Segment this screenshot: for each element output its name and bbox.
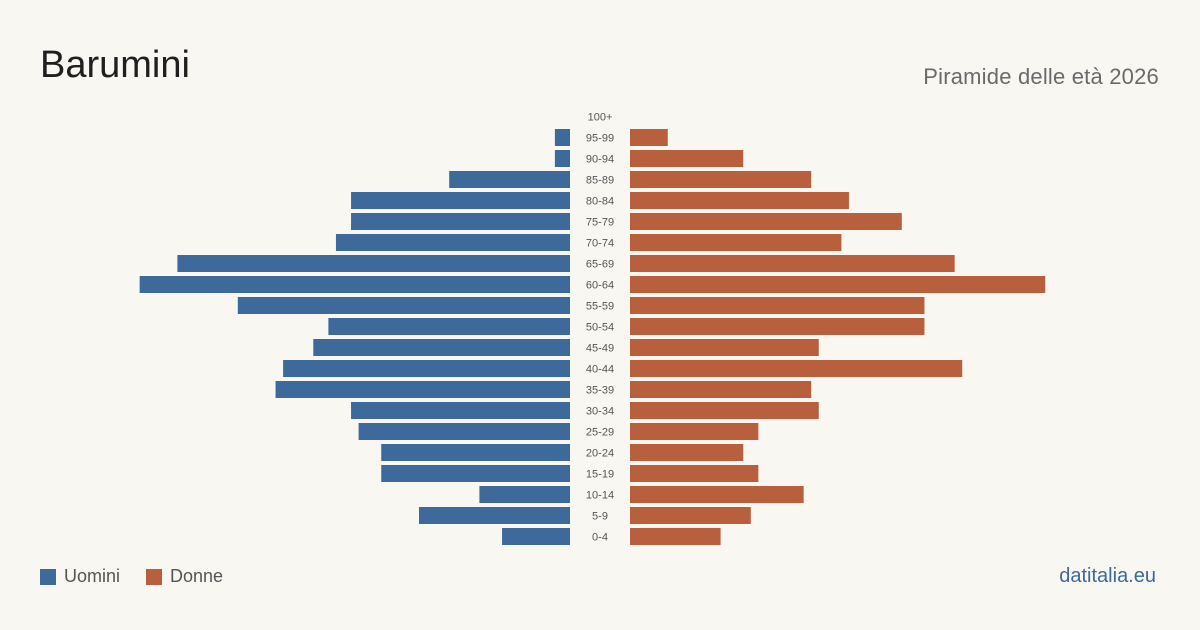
bar-men-75-79 <box>351 213 570 230</box>
bar-women-70-74 <box>630 234 842 251</box>
age-label-75-79: 75-79 <box>586 217 614 229</box>
age-label-100+: 100+ <box>588 112 613 124</box>
legend-item-women: Donne <box>146 566 223 587</box>
age-label-95-99: 95-99 <box>586 133 614 145</box>
age-label-20-24: 20-24 <box>586 448 614 460</box>
bar-men-30-34 <box>351 402 570 419</box>
bar-men-45-49 <box>313 339 570 356</box>
legend-label-men: Uomini <box>64 566 121 586</box>
bar-men-55-59 <box>237 297 571 314</box>
bar-men-80-84 <box>351 192 570 209</box>
bar-women-55-59 <box>630 297 925 314</box>
bar-women-50-54 <box>630 318 925 335</box>
age-label-80-84: 80-84 <box>586 196 614 208</box>
bar-women-85-89 <box>630 171 812 188</box>
bar-men-90-94 <box>554 150 570 167</box>
legend-swatch-women <box>146 568 163 585</box>
legend-label-women: Donne <box>170 566 224 586</box>
bar-women-0-4 <box>630 528 721 545</box>
bar-women-65-69 <box>630 255 955 272</box>
bar-men-65-69 <box>177 255 570 272</box>
bar-men-70-74 <box>335 234 570 251</box>
bar-women-15-19 <box>630 465 759 482</box>
age-label-0-4: 0-4 <box>592 532 608 544</box>
legend-item-men: Uomini <box>40 566 120 587</box>
bar-men-95-99 <box>554 129 570 146</box>
age-label-90-94: 90-94 <box>586 154 614 166</box>
bar-men-15-19 <box>381 465 570 482</box>
age-label-65-69: 65-69 <box>586 259 614 271</box>
chart-subtitle: Piramide delle età 2026 <box>923 64 1159 89</box>
bar-men-5-9 <box>419 507 570 524</box>
age-label-15-19: 15-19 <box>586 469 614 481</box>
bar-men-0-4 <box>502 528 570 545</box>
bar-women-80-84 <box>630 192 849 209</box>
bar-men-25-29 <box>358 423 570 440</box>
bar-women-75-79 <box>630 213 902 230</box>
bar-women-60-64 <box>630 276 1046 293</box>
bar-women-40-44 <box>630 360 963 377</box>
bar-men-20-24 <box>381 444 570 461</box>
bar-women-25-29 <box>630 423 759 440</box>
bar-men-60-64 <box>139 276 570 293</box>
legend-swatch-men <box>40 568 56 585</box>
brand-link[interactable]: datitalia.eu <box>1059 565 1156 587</box>
bar-women-95-99 <box>630 129 668 146</box>
age-label-25-29: 25-29 <box>586 427 614 439</box>
age-label-30-34: 30-34 <box>586 406 614 418</box>
page-title: Barumini <box>40 44 190 86</box>
age-label-70-74: 70-74 <box>586 238 614 250</box>
age-label-85-89: 85-89 <box>586 175 614 187</box>
bar-men-85-89 <box>449 171 570 188</box>
bar-men-50-54 <box>328 318 570 335</box>
bar-men-35-39 <box>275 381 570 398</box>
bar-women-90-94 <box>630 150 744 167</box>
age-label-10-14: 10-14 <box>586 490 614 502</box>
age-label-40-44: 40-44 <box>586 364 614 376</box>
age-label-5-9: 5-9 <box>592 511 608 523</box>
age-label-60-64: 60-64 <box>586 280 614 292</box>
bar-women-30-34 <box>630 402 819 419</box>
age-label-35-39: 35-39 <box>586 385 614 397</box>
age-label-50-54: 50-54 <box>586 322 614 334</box>
bar-women-20-24 <box>630 444 744 461</box>
bar-women-5-9 <box>630 507 751 524</box>
bar-men-10-14 <box>479 486 570 503</box>
age-label-45-49: 45-49 <box>586 343 614 355</box>
bar-women-35-39 <box>630 381 812 398</box>
age-label-55-59: 55-59 <box>586 301 614 313</box>
bar-women-10-14 <box>630 486 804 503</box>
bar-men-40-44 <box>283 360 570 377</box>
bar-women-45-49 <box>630 339 819 356</box>
chart-legend: Uomini Donne <box>40 566 223 587</box>
